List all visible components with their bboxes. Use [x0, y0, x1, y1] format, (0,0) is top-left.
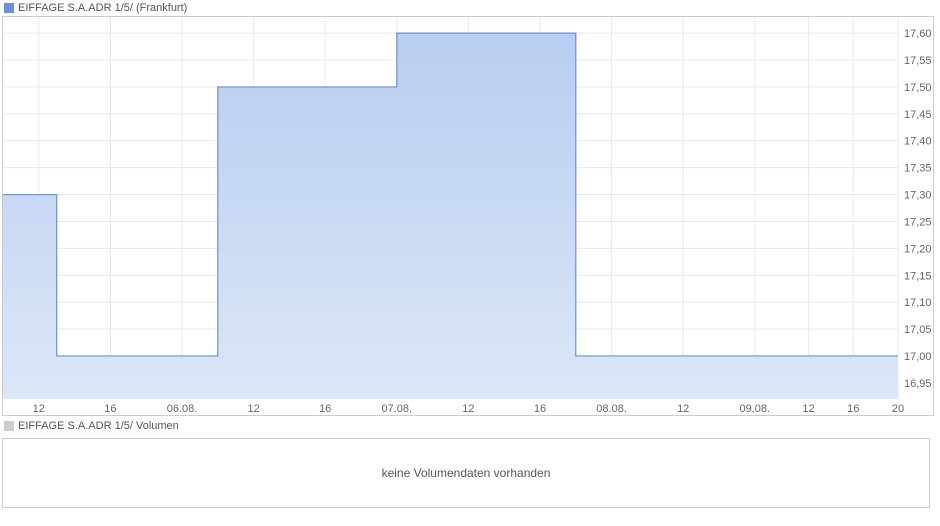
- svg-text:17,20: 17,20: [904, 243, 932, 255]
- svg-text:20: 20: [892, 403, 904, 415]
- svg-text:12: 12: [247, 403, 259, 415]
- svg-text:07.08.: 07.08.: [382, 403, 413, 415]
- svg-text:16: 16: [319, 403, 331, 415]
- price-chart-panel: 16,95 17,00 17,05 17,10 17,15 17,20 17,25 17,30…: [2, 16, 934, 416]
- svg-text:08.08.: 08.08.: [596, 403, 627, 415]
- svg-text:17,05: 17,05: [904, 324, 932, 336]
- volume-legend-swatch: [4, 421, 14, 431]
- svg-text:16,95: 16,95: [904, 378, 932, 390]
- svg-text:12: 12: [33, 403, 45, 415]
- svg-text:17,45: 17,45: [904, 109, 932, 121]
- volume-legend: EIFFAGE S.A.ADR 1/5/ Volumen: [0, 418, 183, 434]
- svg-text:12: 12: [462, 403, 474, 415]
- svg-text:17,55: 17,55: [904, 55, 932, 67]
- svg-text:06.08.: 06.08.: [167, 403, 198, 415]
- price-legend-swatch: [4, 3, 14, 13]
- volume-message: keine Volumendaten vorhanden: [382, 466, 551, 480]
- svg-text:16: 16: [847, 403, 859, 415]
- price-legend-label: EIFFAGE S.A.ADR 1/5/ (Frankfurt): [18, 2, 187, 14]
- svg-text:16: 16: [104, 403, 116, 415]
- svg-text:17,10: 17,10: [904, 297, 932, 309]
- svg-text:17,15: 17,15: [904, 270, 932, 282]
- svg-text:09.08.: 09.08.: [740, 403, 771, 415]
- svg-text:17,35: 17,35: [904, 163, 932, 175]
- svg-text:17,30: 17,30: [904, 190, 932, 202]
- svg-text:17,40: 17,40: [904, 136, 932, 148]
- price-legend: EIFFAGE S.A.ADR 1/5/ (Frankfurt): [0, 0, 940, 16]
- volume-legend-label: EIFFAGE S.A.ADR 1/5/ Volumen: [18, 420, 179, 432]
- svg-text:17,50: 17,50: [904, 82, 932, 94]
- svg-text:12: 12: [677, 403, 689, 415]
- svg-text:12: 12: [802, 403, 814, 415]
- price-chart-svg: 16,95 17,00 17,05 17,10 17,15 17,20 17,25 17,30…: [3, 17, 935, 417]
- svg-text:17,00: 17,00: [904, 351, 932, 363]
- volume-chart-panel: keine Volumendaten vorhanden: [2, 438, 930, 508]
- svg-text:16: 16: [534, 403, 546, 415]
- svg-text:17,25: 17,25: [904, 216, 932, 228]
- svg-text:17,60: 17,60: [904, 28, 932, 40]
